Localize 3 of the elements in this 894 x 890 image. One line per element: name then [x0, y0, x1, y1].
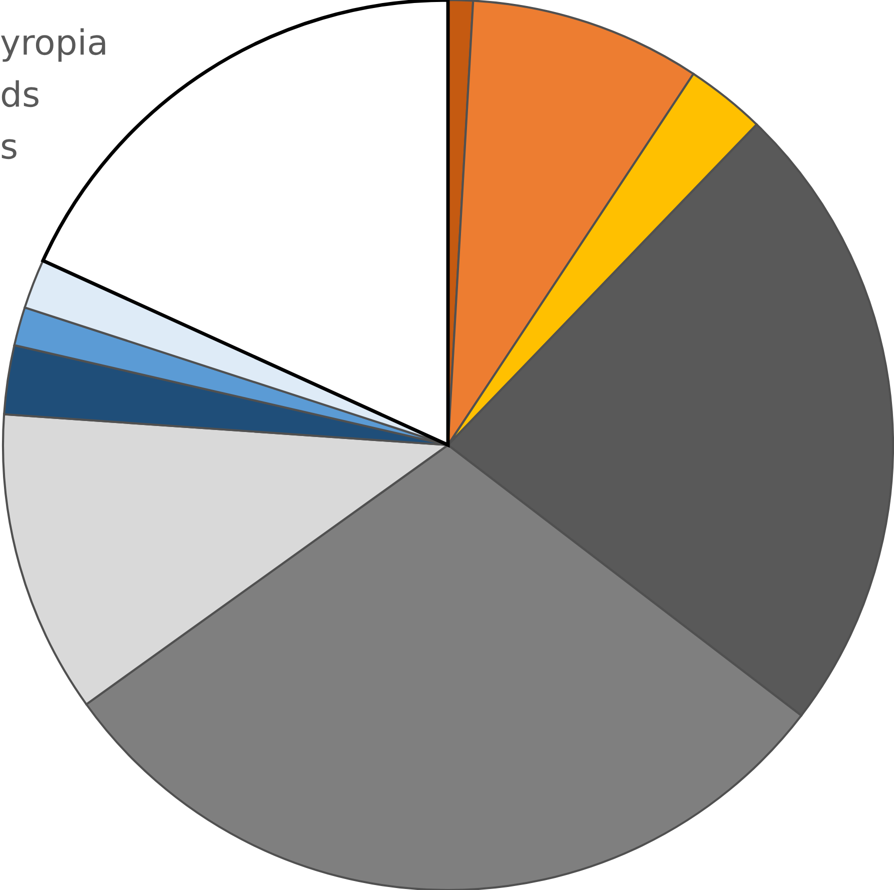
text: yropia	[1, 28, 106, 62]
text: s	[2, 139, 16, 160]
text: ds	[2, 80, 38, 108]
